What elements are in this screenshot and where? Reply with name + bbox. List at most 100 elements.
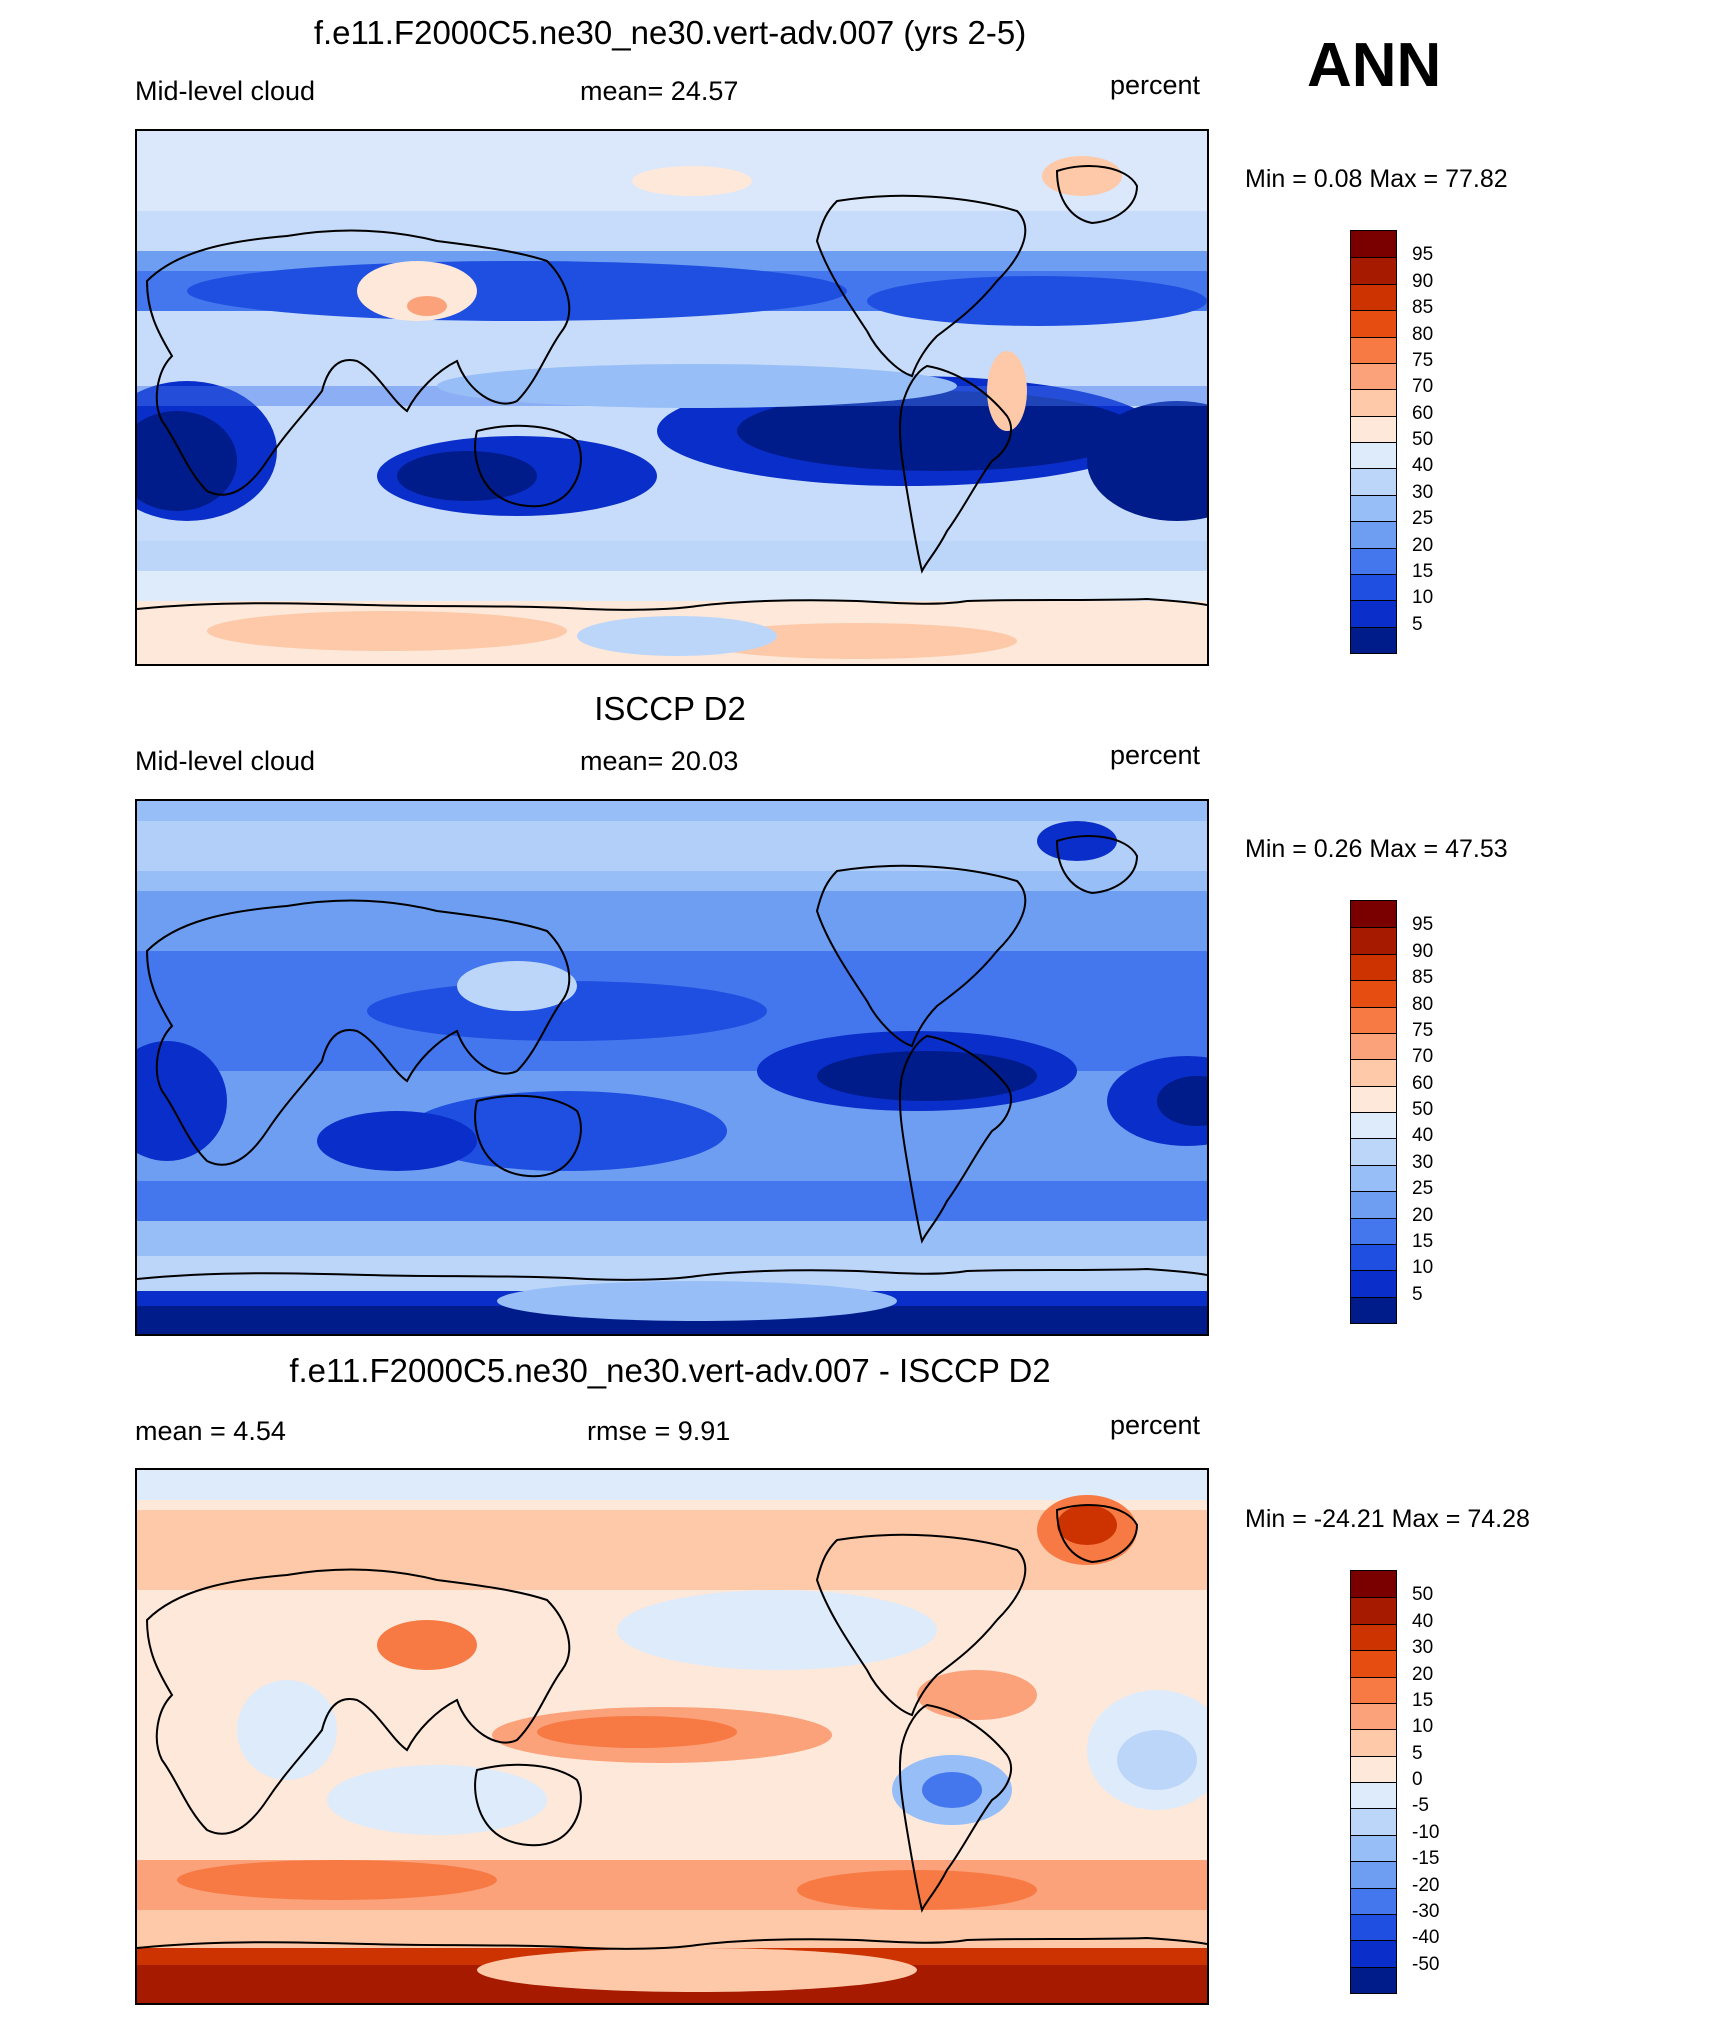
panel2-colorbar-tick-label: 40	[1412, 1125, 1434, 1147]
panel3-colorbar-tick-label: -20	[1412, 1874, 1440, 1896]
panel2-colorbar-tick-label: 60	[1412, 1072, 1434, 1094]
panel2-colorbar-tick-label: 10	[1412, 1257, 1434, 1279]
panel1-colorbar-tick-label: 70	[1412, 376, 1434, 398]
panel2-colorbar-tick-label: 30	[1412, 1151, 1434, 1173]
panel3-colorbar-box	[1351, 1597, 1396, 1624]
panel3-colorbar-box	[1351, 1755, 1396, 1782]
panel1-colorbar-tick-label: 25	[1412, 508, 1434, 530]
panel1-map	[135, 129, 1209, 666]
panel3-colorbar-box	[1351, 1650, 1396, 1677]
panel3-colorbar-box	[1351, 1729, 1396, 1756]
panel1-colorbar-box	[1351, 494, 1396, 522]
panel3-colorbar-box	[1351, 1834, 1396, 1862]
panel2-colorbar-tick-label: 20	[1412, 1204, 1434, 1226]
panel1-colorbar-box	[1351, 573, 1396, 601]
panel1-variable-label: Mid-level cloud	[135, 76, 316, 106]
panel1-colorbar-box	[1351, 389, 1396, 416]
panel1-colorbar-tick-label: 60	[1412, 402, 1434, 424]
panel1-title: f.e11.F2000C5.ne30_ne30.vert-adv.007 (yr…	[313, 14, 1027, 51]
panel2-colorbar-box	[1351, 1138, 1396, 1165]
panel1-colorbar-box	[1351, 362, 1396, 390]
panel3-colorbar-tick-label: -40	[1412, 1927, 1440, 1949]
panel1-mean-label: mean= 24.57	[580, 76, 739, 106]
panel3-colorbar-box	[1351, 1702, 1396, 1730]
panel3-colorbar-box	[1351, 1966, 1396, 1993]
panel1-colorbar-tick-label: 30	[1412, 481, 1434, 503]
panel2-colorbar-tick-label: 50	[1412, 1099, 1434, 1120]
panel2-colorbar-box	[1351, 1059, 1396, 1086]
panel2-colorbar-box	[1351, 1217, 1396, 1244]
panel3-colorbar-box	[1351, 1571, 1396, 1598]
panel3-colorbar-box	[1351, 1623, 1396, 1651]
panel1-minmax: Min = 0.08 Max = 77.82	[1245, 165, 1508, 193]
panel1-colorbar-box	[1351, 600, 1396, 627]
panel1-colorbar-tick-label: 85	[1412, 297, 1434, 319]
panel3-title: f.e11.F2000C5.ne30_ne30.vert-adv.007 - I…	[289, 1352, 1051, 1389]
panel1-colorbar-tick-label: 5	[1412, 613, 1423, 635]
panel1-colorbar-tick-label: 80	[1412, 323, 1434, 345]
panel2-colorbar-box	[1351, 1112, 1396, 1139]
panel2-colorbar-box	[1351, 1191, 1396, 1218]
panel3-colorbar-tick-label: 15	[1412, 1689, 1434, 1711]
panel2-colorbar-box	[1351, 901, 1396, 928]
season-label: ANN	[1307, 31, 1442, 100]
panel2-colorbar-box	[1351, 980, 1396, 1007]
panel1-colorbar-box	[1351, 257, 1396, 284]
panel2-colorbar-box	[1351, 1296, 1396, 1323]
panel2-minmax: Min = 0.26 Max = 47.53	[1245, 835, 1508, 863]
panel3-colorbar-tick-label: -10	[1412, 1821, 1440, 1843]
panel2-colorbar-tick-label: 15	[1412, 1230, 1434, 1252]
panel3-colorbar-tick-label: 20	[1412, 1663, 1434, 1685]
panel2-colorbar-tick-label: 80	[1412, 993, 1434, 1015]
panel3-colorbar	[1350, 1570, 1397, 1994]
panel2-colorbar-tick-label: 95	[1412, 914, 1434, 936]
panel3-colorbar-box	[1351, 1808, 1396, 1835]
panel2-colorbar-tick-label: 75	[1412, 1019, 1434, 1041]
panel2-colorbar-tick-label: 25	[1412, 1178, 1434, 1200]
panel3-colorbar-box	[1351, 1913, 1396, 1941]
panel3-colorbar-tick-label: -50	[1412, 1953, 1440, 1975]
panel3-colorbar-tick-label: -15	[1412, 1848, 1440, 1870]
panel1-colorbar-box	[1351, 231, 1396, 258]
panel3-colorbar-tick-label: 30	[1412, 1637, 1434, 1659]
panel3-colorbar-tick-label: 10	[1412, 1716, 1434, 1738]
panel3-colorbar-tick-label: -5	[1412, 1795, 1429, 1817]
panel3-colorbar-box	[1351, 1861, 1396, 1888]
panel3-colorbar-tick-label: 40	[1412, 1610, 1434, 1632]
panel1-colorbar-box	[1351, 626, 1396, 653]
panel3-colorbar-box	[1351, 1887, 1396, 1914]
panel3-colorbar-tick-label: 50	[1412, 1584, 1434, 1606]
panel1-colorbar-box	[1351, 310, 1396, 337]
panel2-colorbar-box	[1351, 1085, 1396, 1112]
panel1-colorbar-box	[1351, 468, 1396, 495]
panel1-colorbar-box	[1351, 521, 1396, 548]
panel1-colorbar-tick-label: 50	[1412, 429, 1434, 450]
panel3-rmse-label: rmse = 9.91	[587, 1416, 731, 1446]
panel3-colorbar-box	[1351, 1676, 1396, 1703]
panel2-colorbar-box	[1351, 1270, 1396, 1297]
panel1-colorbar-box	[1351, 283, 1396, 311]
panel1-colorbar-box	[1351, 442, 1396, 469]
panel2-colorbar-box	[1351, 1032, 1396, 1060]
panel2-variable-label: Mid-level cloud	[135, 746, 316, 776]
panel1-colorbar-tick-label: 20	[1412, 534, 1434, 556]
panel3-colorbar-tick-label: -30	[1412, 1900, 1440, 1922]
panel2-colorbar	[1350, 900, 1397, 1324]
panel2-colorbar-tick-label: 70	[1412, 1046, 1434, 1068]
panel1-colorbar	[1350, 230, 1397, 654]
panel2-title: ISCCP D2	[594, 690, 746, 727]
panel1-colorbar-tick-label: 90	[1412, 270, 1434, 292]
panel1-colorbar-box	[1351, 336, 1396, 363]
panel1-colorbar-box	[1351, 415, 1396, 442]
panel2-units-label: percent	[1110, 740, 1201, 770]
panel1-colorbar-tick-label: 75	[1412, 349, 1434, 371]
panel2-colorbar-box	[1351, 927, 1396, 954]
panel2-colorbar-box	[1351, 1164, 1396, 1192]
panel2-colorbar-box	[1351, 1006, 1396, 1033]
panel2-map	[135, 799, 1209, 1336]
panel2-colorbar-box	[1351, 1243, 1396, 1271]
panel3-map	[135, 1468, 1209, 2005]
panel1-colorbar-tick-label: 10	[1412, 587, 1434, 609]
panel3-colorbar-box	[1351, 1782, 1396, 1809]
panel3-mean-label: mean = 4.54	[135, 1416, 286, 1446]
